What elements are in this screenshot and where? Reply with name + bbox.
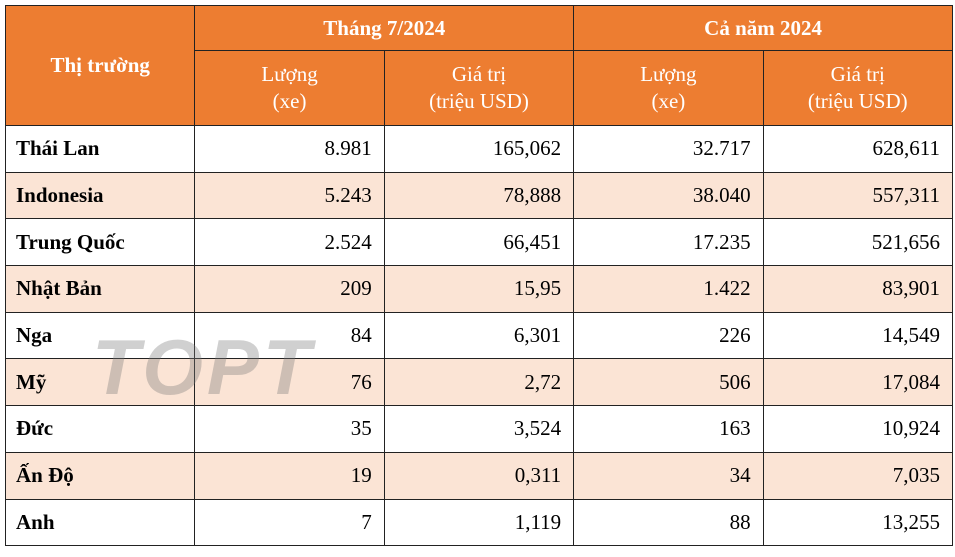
column-header: Lượng (xe) bbox=[573, 50, 764, 126]
value-cell: 1,119 bbox=[383, 498, 575, 547]
value-cell: 6,301 bbox=[383, 311, 575, 360]
column-header-line: (xe) bbox=[651, 89, 686, 113]
value-cell: 17,084 bbox=[762, 358, 954, 407]
market-cell: Mỹ bbox=[4, 358, 196, 407]
value-cell: 14,549 bbox=[762, 311, 954, 360]
market-cell: Thái Lan bbox=[4, 125, 196, 173]
market-cell: Nga bbox=[4, 311, 196, 360]
value-cell: 34 bbox=[573, 451, 764, 500]
value-cell: 3,524 bbox=[383, 405, 575, 453]
value-cell: 19 bbox=[194, 451, 385, 500]
value-cell: 7,035 bbox=[762, 451, 954, 500]
column-header-line: Lượng bbox=[261, 62, 318, 86]
column-header: Giá trị (triệu USD) bbox=[762, 50, 954, 126]
table-header: Thị trường Tháng 7/2024 Cả năm 2024 Lượn… bbox=[4, 5, 954, 126]
group-header: Tháng 7/2024 bbox=[194, 5, 575, 51]
value-cell: 521,656 bbox=[762, 218, 954, 267]
value-cell: 88 bbox=[573, 498, 764, 547]
market-cell: Anh bbox=[4, 498, 196, 547]
value-cell: 5.243 bbox=[194, 171, 385, 220]
market-cell: Trung Quốc bbox=[4, 218, 196, 267]
value-cell: 7 bbox=[194, 498, 385, 547]
table-row: Trung Quốc 2.524 66,451 17.235 521,656 bbox=[4, 218, 954, 267]
table-body: Thái Lan 8.981 165,062 32.717 628,611 Indones… bbox=[4, 125, 954, 547]
value-cell: 1.422 bbox=[573, 265, 764, 313]
column-header-line: (triệu USD) bbox=[429, 89, 529, 113]
value-cell: 165,062 bbox=[383, 125, 575, 173]
header-row: Lượng (xe) Giá trị (triệu USD) Lượng (xe) Giá … bbox=[6, 50, 954, 126]
value-cell: 10,924 bbox=[762, 405, 954, 453]
table-row: Anh 7 1,119 88 13,255 bbox=[4, 498, 954, 547]
value-cell: 226 bbox=[573, 311, 764, 360]
group-header: Cả năm 2024 bbox=[573, 5, 953, 51]
value-cell: 8.981 bbox=[194, 125, 385, 173]
value-cell: 0,311 bbox=[383, 451, 575, 500]
table-row: Đức 35 3,524 163 10,924 bbox=[4, 405, 954, 453]
market-cell: Indonesia bbox=[4, 171, 196, 220]
column-header-line: Lượng bbox=[640, 62, 697, 86]
table-row: Indonesia 5.243 78,888 38.040 557,311 bbox=[4, 171, 954, 220]
value-cell: 209 bbox=[194, 265, 385, 313]
value-cell: 84 bbox=[194, 311, 385, 360]
table-row: Thái Lan 8.981 165,062 32.717 628,611 bbox=[4, 125, 954, 173]
value-cell: 78,888 bbox=[383, 171, 575, 220]
value-cell: 35 bbox=[194, 405, 385, 453]
table-row: Mỹ 76 2,72 506 17,084 bbox=[4, 358, 954, 407]
value-cell: 66,451 bbox=[383, 218, 575, 267]
value-cell: 32.717 bbox=[573, 125, 764, 173]
column-header-line: (triệu USD) bbox=[807, 89, 908, 113]
value-cell: 15,95 bbox=[383, 265, 575, 313]
value-cell: 506 bbox=[573, 358, 764, 407]
market-cell: Nhật Bản bbox=[4, 265, 196, 313]
market-header: Thị trường bbox=[4, 5, 196, 126]
market-cell: Đức bbox=[4, 405, 196, 453]
table-row: Nga 84 6,301 226 14,549 bbox=[4, 311, 954, 360]
value-cell: 628,611 bbox=[762, 125, 954, 173]
table-row: Nhật Bản 209 15,95 1.422 83,901 bbox=[4, 265, 954, 313]
value-cell: 2,72 bbox=[383, 358, 575, 407]
value-cell: 76 bbox=[194, 358, 385, 407]
value-cell: 83,901 bbox=[762, 265, 954, 313]
value-cell: 2.524 bbox=[194, 218, 385, 267]
data-table: Thị trường Tháng 7/2024 Cả năm 2024 Lượn… bbox=[4, 5, 954, 547]
column-header-line: Giá trị bbox=[451, 62, 507, 86]
value-cell: 163 bbox=[573, 405, 764, 453]
value-cell: 38.040 bbox=[573, 171, 764, 220]
value-cell: 13,255 bbox=[762, 498, 954, 547]
header-row: Thị trường Tháng 7/2024 Cả năm 2024 bbox=[4, 5, 953, 126]
column-header-line: (xe) bbox=[272, 89, 307, 113]
column-header-line: Giá trị bbox=[830, 62, 885, 86]
column-header: Giá trị (triệu USD) bbox=[383, 50, 575, 126]
value-cell: 17.235 bbox=[573, 218, 764, 267]
value-cell: 557,311 bbox=[762, 171, 954, 220]
table-row: Ấn Độ 19 0,311 34 7,035 bbox=[4, 451, 954, 500]
column-header: Lượng (xe) bbox=[194, 50, 385, 126]
market-cell: Ấn Độ bbox=[4, 451, 196, 500]
